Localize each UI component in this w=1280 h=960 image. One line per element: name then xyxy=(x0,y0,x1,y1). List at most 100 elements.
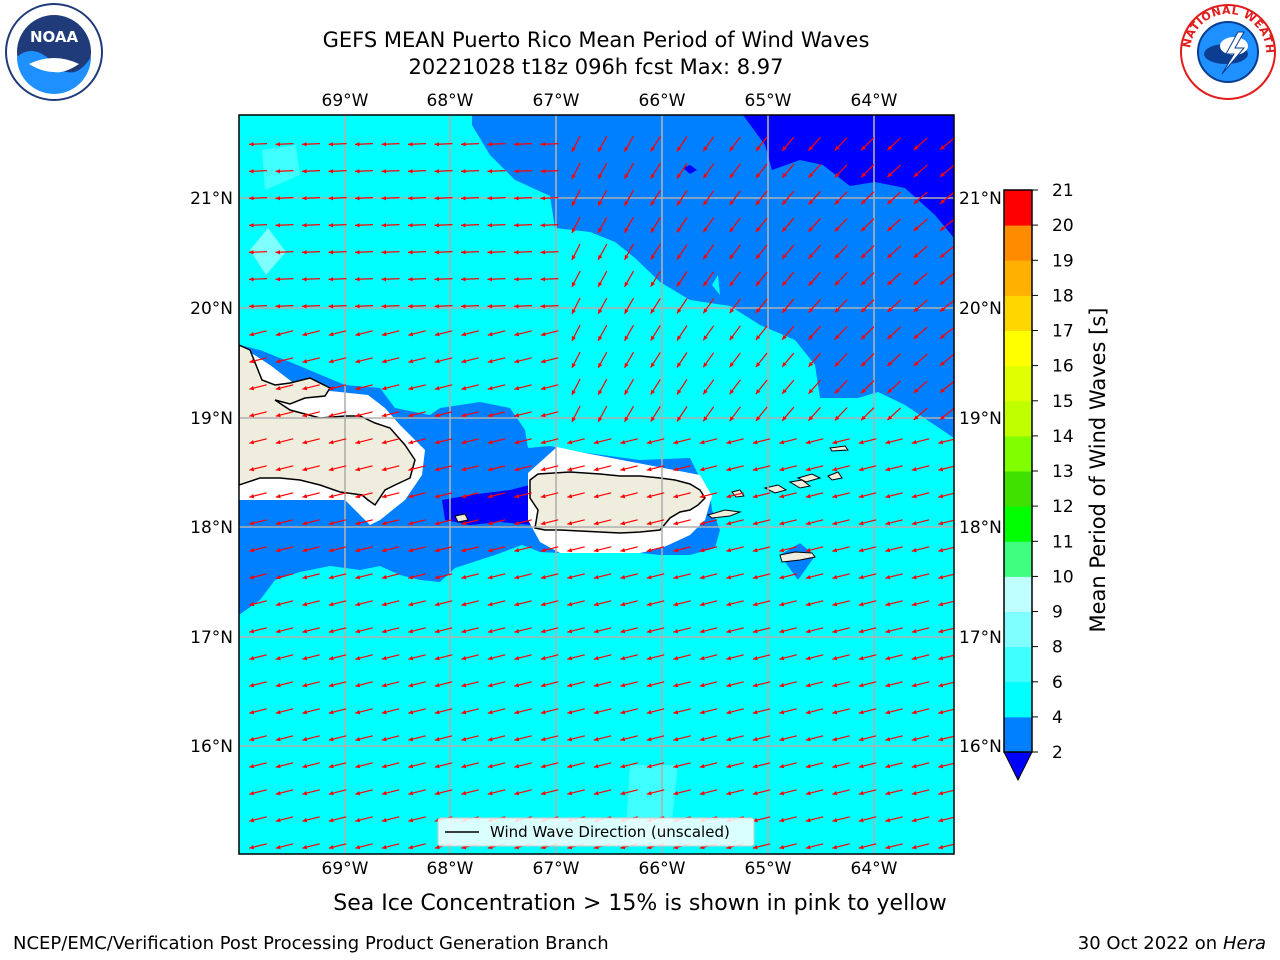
colorbar-segment xyxy=(1004,716,1032,753)
wind-arrow-head xyxy=(624,254,629,260)
wind-arrow-head xyxy=(540,277,546,282)
wind-arrow-head xyxy=(487,223,493,228)
wind-arrow-head xyxy=(571,390,576,395)
light-patch xyxy=(262,145,300,190)
wind-arrow-head xyxy=(834,361,840,367)
wind-arrow-head xyxy=(729,227,734,233)
colorbar-tick-label: 2 xyxy=(1052,743,1063,763)
wind-arrow-head xyxy=(461,683,467,688)
wind-arrow-head xyxy=(752,710,758,715)
wind-arrow-head xyxy=(381,494,387,499)
wind-arrow-head xyxy=(885,737,891,742)
wind-arrow-head xyxy=(677,389,682,395)
wind-arrow-head xyxy=(355,250,360,255)
wind-arrow-head xyxy=(646,467,652,472)
wind-arrow-head xyxy=(779,440,785,445)
wind-arrow-head xyxy=(434,656,440,661)
wind-arrow-head xyxy=(355,196,360,201)
wind-arrow-head xyxy=(805,764,811,769)
colorbar-tick-label: 16 xyxy=(1052,357,1074,377)
wind-arrow-head xyxy=(620,467,626,472)
wind-arrow-head xyxy=(275,575,281,580)
land-saona xyxy=(454,513,469,523)
wind-arrow-head xyxy=(328,548,334,553)
wind-arrow-head xyxy=(328,575,334,580)
wind-arrow-head xyxy=(302,764,308,769)
wind-arrow-head xyxy=(355,737,361,742)
wind-arrow-head xyxy=(598,200,603,206)
map-frame xyxy=(238,114,955,855)
svg-text:19°N: 19°N xyxy=(959,409,1002,429)
svg-text:16°N: 16°N xyxy=(959,737,1002,757)
wind-arrow-head xyxy=(832,440,838,445)
colorbar-segment xyxy=(1004,471,1032,507)
wind-arrow-head xyxy=(540,764,546,769)
wind-arrow-head xyxy=(328,169,334,174)
colorbar-segment xyxy=(1004,611,1032,648)
colorbar: 2 4 6 8 9 10 11 12 13 14 15 16 17 18 19 20 21 xyxy=(1003,181,1074,782)
wind-arrow-head xyxy=(302,521,308,526)
wind-arrow-head xyxy=(646,629,652,634)
wind-arrow-head xyxy=(275,737,281,742)
wind-arrow-head xyxy=(805,737,811,742)
wind-arrow-head xyxy=(461,277,466,282)
wind-arrow-head xyxy=(620,764,626,769)
wind-arrow-head xyxy=(328,359,334,364)
wind-arrow-head xyxy=(514,142,519,147)
wind-arrow-head xyxy=(885,629,891,634)
wind-arrow-head xyxy=(328,494,334,499)
wind-arrow-head xyxy=(275,791,281,796)
wind-arrow-head xyxy=(540,737,546,742)
wind-arrow-head xyxy=(540,142,546,147)
wind-arrow-head xyxy=(514,521,520,526)
wind-arrow-head xyxy=(461,359,467,364)
wind-arrow-head xyxy=(381,818,387,823)
wind-arrow-head xyxy=(302,332,308,337)
wind-arrow-head xyxy=(540,440,546,445)
wind-arrow-head xyxy=(487,277,493,282)
wind-arrow-head xyxy=(834,280,840,286)
wind-arrow-head xyxy=(567,629,573,634)
wind-arrow-head xyxy=(275,602,281,607)
wind-arrow-head xyxy=(726,548,732,553)
wind-arrow-head xyxy=(571,201,576,206)
wind-arrow-head xyxy=(355,521,361,526)
wind-arrow-head xyxy=(858,683,864,688)
wind-arrow-head xyxy=(858,467,864,472)
wind-arrow-head xyxy=(461,764,467,769)
wind-arrow-head xyxy=(677,200,682,206)
wind-arrow-head xyxy=(598,254,603,260)
wind-arrow-head xyxy=(275,359,281,364)
wind-arrow-head xyxy=(567,683,573,688)
wind-arrow-head xyxy=(832,683,838,688)
wind-arrow-head xyxy=(703,200,708,206)
wind-arrow-head xyxy=(646,575,652,580)
wind-arrow-head xyxy=(779,683,785,688)
wind-arrow-head xyxy=(885,683,891,688)
wind-arrow-head xyxy=(858,602,864,607)
wind-arrow-head xyxy=(624,200,629,206)
wind-arrow-head xyxy=(779,656,785,661)
wind-arrow-head xyxy=(249,737,255,742)
wind-arrow-head xyxy=(567,602,573,607)
wind-arrow-head xyxy=(249,629,255,634)
wind-arrow-head xyxy=(461,467,467,472)
wind-arrow-head xyxy=(624,308,629,314)
wind-arrow-head xyxy=(650,227,655,233)
wind-arrow-head xyxy=(911,467,917,472)
wind-arrow-head xyxy=(887,280,893,286)
wind-arrow-head xyxy=(275,683,281,688)
wind-arrow-head xyxy=(650,173,655,179)
wind-arrow-head xyxy=(434,277,440,282)
wind-arrow-head xyxy=(808,361,814,367)
wind-arrow-head xyxy=(650,416,655,422)
wind-arrow-head xyxy=(752,575,758,580)
wind-arrow-head xyxy=(487,196,493,201)
wind-arrow-head xyxy=(938,683,944,688)
wind-arrow-head xyxy=(514,332,520,337)
wind-arrow-head xyxy=(249,196,254,201)
wind-arrow-head xyxy=(752,764,758,769)
wind-arrow-head xyxy=(514,602,520,607)
wind-arrow-head xyxy=(302,818,308,823)
wind-arrow-head xyxy=(624,281,629,287)
